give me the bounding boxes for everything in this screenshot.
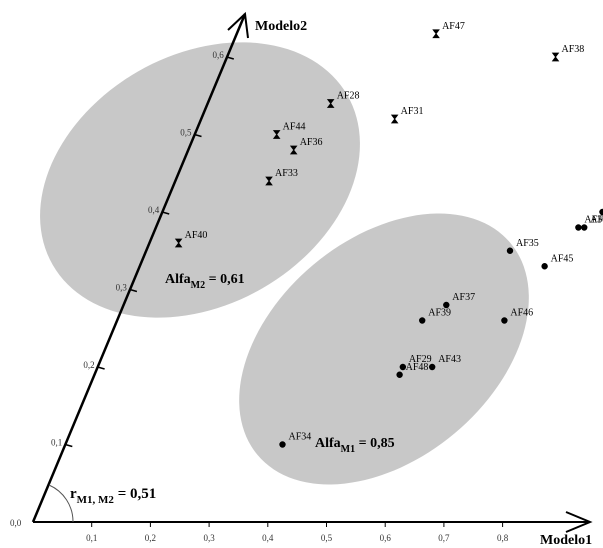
cluster-ellipse-m2 bbox=[40, 42, 360, 318]
data-point-label: AF33 bbox=[275, 168, 298, 179]
angle-arc bbox=[48, 484, 74, 523]
y-tick-mark bbox=[194, 133, 202, 138]
y-axis-ticks: 0,1 0,2 0,3 0,4 0,5 0,6 bbox=[51, 50, 235, 448]
data-point-label: AF36 bbox=[300, 137, 323, 148]
data-point-marker bbox=[272, 130, 281, 139]
data-point-label: AF45 bbox=[551, 253, 574, 264]
y-tick-label: 0,4 bbox=[148, 205, 160, 215]
data-point-marker bbox=[501, 317, 508, 324]
x-tick-label: 0,8 bbox=[497, 533, 509, 543]
y-tick-label: 0,2 bbox=[83, 360, 94, 370]
data-point-marker bbox=[551, 52, 560, 62]
y-tick-mark bbox=[65, 443, 73, 448]
data-point-label: AF43 bbox=[438, 354, 461, 365]
data-point-label: AF40 bbox=[185, 230, 208, 241]
data-point-label: AF39 bbox=[428, 308, 451, 319]
x-tick-label: 0,7 bbox=[438, 533, 450, 543]
data-point-label: AF48 bbox=[406, 362, 429, 373]
data-point-marker bbox=[443, 301, 450, 309]
data-point-marker bbox=[326, 99, 335, 108]
correlation-annotation: rM1, M2 = 0,51 bbox=[70, 486, 156, 506]
correlation-sub: M1, M2 bbox=[77, 494, 115, 506]
y-axis-title: Modelo2 bbox=[255, 19, 307, 34]
alfa-m2-sub: M2 bbox=[191, 280, 205, 291]
data-point-label: AF30 bbox=[584, 215, 603, 226]
alfa-m2-value: = 0,61 bbox=[205, 272, 244, 287]
x-tick-label: 0,3 bbox=[203, 533, 215, 543]
y-tick-mark bbox=[226, 56, 235, 60]
x-tick-label: 0,6 bbox=[380, 533, 392, 543]
data-point-marker bbox=[396, 371, 403, 378]
y-tick-mark bbox=[161, 211, 170, 215]
data-point-label: AF29 bbox=[409, 354, 432, 365]
alfa-m1-value: = 0,85 bbox=[355, 436, 394, 451]
y-tick-label: 0,6 bbox=[213, 50, 225, 60]
x-axis-ticks: 0,1 0,2 0,3 0,4 0,5 0,6 0,7 0,8 bbox=[86, 522, 509, 543]
data-point-marker bbox=[599, 208, 603, 216]
y-tick-label: 0,1 bbox=[51, 438, 62, 448]
data-point-label: AF34 bbox=[288, 432, 311, 443]
y-tick-label: 0,3 bbox=[116, 283, 128, 293]
cluster-ellipse-m1 bbox=[239, 213, 529, 485]
y-axis-line bbox=[31, 13, 247, 523]
data-point-marker bbox=[428, 363, 436, 371]
y-tick-mark bbox=[97, 366, 105, 370]
data-point-label: AF47 bbox=[442, 21, 465, 32]
x-tick-label: 0,4 bbox=[262, 533, 274, 543]
data-point-marker bbox=[581, 224, 588, 231]
data-point-marker bbox=[399, 363, 407, 371]
correlation-value: = 0,51 bbox=[114, 486, 156, 502]
data-point-marker bbox=[419, 317, 426, 324]
alfa-m2-main: Alfa bbox=[165, 272, 191, 287]
data-point-label: AF38 bbox=[562, 44, 585, 55]
data-point-label: AF42 bbox=[590, 215, 603, 226]
data-point-label: AF35 bbox=[516, 238, 539, 249]
data-point-label: AF44 bbox=[283, 122, 306, 133]
data-point-marker bbox=[575, 224, 582, 231]
data-point-marker bbox=[279, 441, 286, 448]
data-point-marker bbox=[432, 29, 440, 39]
alfa-m1-main: Alfa bbox=[315, 436, 341, 451]
data-point-marker bbox=[541, 263, 548, 270]
data-point-label: AF46 bbox=[510, 308, 533, 319]
y-tick-mark bbox=[129, 288, 138, 293]
y-axis-arrowhead bbox=[227, 11, 249, 39]
data-point-marker bbox=[265, 176, 273, 186]
alfa-m2-annotation: AlfaM2 = 0,61 bbox=[165, 272, 245, 291]
data-point-label: AF37 bbox=[452, 292, 475, 303]
x-tick-label: 0,5 bbox=[321, 533, 333, 543]
data-points: AF47AF38AF28AF31AF44AF36AF33AF40AF32AF30… bbox=[174, 21, 603, 448]
data-point-marker bbox=[506, 247, 514, 254]
data-point-marker bbox=[174, 238, 183, 248]
y-tick-label: 0,5 bbox=[180, 128, 192, 138]
origin-label: 0,0 bbox=[10, 518, 22, 528]
alfa-m1-annotation: AlfaM1 = 0,85 bbox=[315, 436, 395, 455]
data-point-marker bbox=[289, 145, 298, 155]
data-point-label: AF31 bbox=[401, 106, 424, 117]
data-point-label: AF28 bbox=[337, 91, 360, 102]
correlation-main: r bbox=[70, 486, 77, 502]
x-axis-title: Modelo1 bbox=[540, 533, 592, 548]
alfa-m1-sub: M1 bbox=[341, 444, 355, 455]
x-tick-label: 0,1 bbox=[86, 533, 97, 543]
x-tick-label: 0,2 bbox=[145, 533, 156, 543]
x-axis-arrowhead bbox=[565, 511, 593, 533]
data-point-marker bbox=[390, 114, 399, 124]
